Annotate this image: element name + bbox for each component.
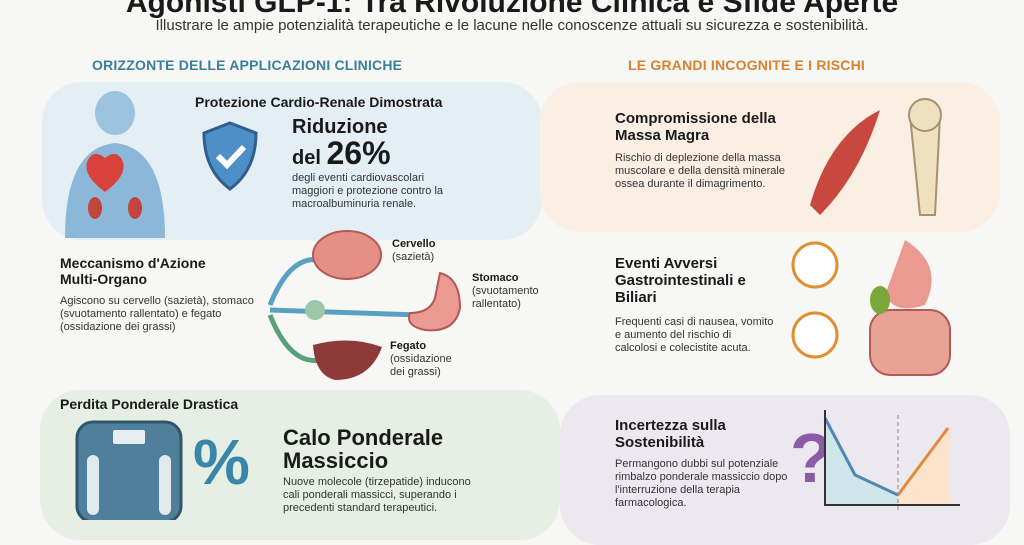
cardio-stat-del: del 26% xyxy=(292,136,391,175)
weight-desc: Nuove molecole (tirzepatide) inducono ca… xyxy=(283,476,471,514)
cardio-title: Protezione Cardio-Renale Dimostrata xyxy=(195,94,443,110)
mechanism-title: Meccanismo d'Azione Multi-Organo xyxy=(60,255,206,287)
muscle-desc: Rischio di deplezione della massa muscol… xyxy=(615,152,785,190)
cardio-stat-prefix: Riduzione xyxy=(292,116,388,138)
stat-del: del xyxy=(292,147,321,169)
cardio-desc: degli eventi cardiovascolari maggiori e … xyxy=(292,172,444,210)
body-heart-kidney-icon xyxy=(65,91,165,238)
gi-desc: Frequenti casi di nausea, vomito e aumen… xyxy=(615,316,774,354)
right-section-header: LE GRANDI INCOGNITE E I RISCHI xyxy=(628,57,866,73)
percent-symbol: % xyxy=(193,426,250,498)
left-section-header: ORIZZONTE DELLE APPLICAZIONI CLINICHE xyxy=(92,57,403,73)
stomach-sub: (svuotamento rallentato) xyxy=(472,285,539,310)
gi-title: Eventi Avversi Gastrointestinali e Bilia… xyxy=(615,255,746,306)
muscle-title: Compromissione della Massa Magra xyxy=(615,110,776,144)
subtitle: Illustrare le ampie potenzialità terapeu… xyxy=(155,17,869,34)
liver-sub: (ossidazione dei grassi) xyxy=(390,353,452,378)
cardio-stat-value: 26% xyxy=(326,135,391,171)
page-title: Agonisti GLP-1: Tra Rivoluzione Clinica … xyxy=(125,0,899,19)
sustain-title: Incertezza sulla Sostenibilità xyxy=(615,417,726,451)
brain-sub: (sazietà) xyxy=(392,251,435,263)
weight-rebound-chart-icon xyxy=(823,410,960,512)
brain-label: Cervello xyxy=(392,238,436,250)
stomach-icon xyxy=(408,271,462,332)
digestive-icon xyxy=(791,240,951,376)
sustain-desc: Permangono dubbi sul potenziale rimbalzo… xyxy=(615,458,788,509)
scale-icon xyxy=(75,420,183,520)
mechanism-desc: Agiscono su cervello (sazietà), stomaco … xyxy=(60,295,254,333)
brain-icon xyxy=(312,230,382,280)
weight-title: Perdita Ponderale Drastica xyxy=(60,396,239,412)
stomach-label: Stomaco xyxy=(472,272,519,284)
muscle-bone-icon xyxy=(810,98,942,216)
weight-headline: Calo Ponderale Massiccio xyxy=(283,425,444,473)
shield-check-icon xyxy=(202,121,258,191)
liver-label: Fegato xyxy=(390,340,427,352)
liver-icon xyxy=(313,340,382,380)
